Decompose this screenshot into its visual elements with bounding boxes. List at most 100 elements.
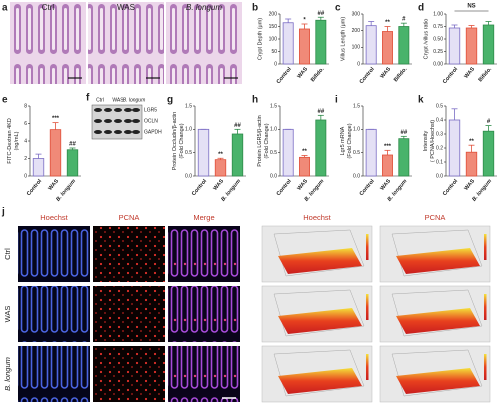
significance-mark: ## [234, 123, 241, 129]
bar [365, 128, 377, 177]
y-axis-label: Intensity [423, 131, 429, 152]
significance-mark: * [303, 18, 306, 24]
significance-mark: ## [400, 130, 407, 136]
significance-mark: *** [384, 144, 392, 150]
significance-mark: ** [469, 139, 474, 145]
band [124, 108, 132, 112]
annotation: NS [467, 4, 475, 10]
bar [465, 151, 478, 177]
fluorescence-image [168, 286, 240, 342]
bar [214, 159, 227, 177]
significance-mark: ** [218, 152, 223, 158]
y-axis-label: FITC-Dextran 4KD [7, 118, 13, 164]
x-tick-label: Bifido. [393, 66, 409, 83]
significance-mark: ## [69, 142, 76, 148]
band [124, 130, 132, 134]
y-axis-label: (Fold Change) [264, 123, 270, 158]
x-tick-label: Control [442, 178, 459, 197]
histology-image [166, 2, 242, 84]
x-tick-label: Bifido. [478, 66, 494, 83]
bar [382, 154, 393, 177]
y-tick-label: 0.0 [353, 173, 360, 179]
bar [231, 133, 244, 177]
panel-letter: i [335, 95, 338, 106]
y-tick-label: 2 [24, 156, 27, 162]
bar [282, 128, 294, 177]
band [132, 130, 140, 134]
band [114, 108, 122, 112]
image-label: Ctrl [42, 3, 55, 12]
panel-letter: j [1, 207, 5, 218]
bar [315, 119, 327, 177]
surface-plot [278, 368, 362, 394]
y-tick-label: 1.0 [270, 127, 277, 133]
bar [282, 22, 294, 65]
y-axis-label: Protein Occludin/β-actin [172, 112, 178, 171]
bar [482, 24, 495, 65]
y-tick-label: 0.1 [436, 159, 443, 165]
band-label: LGR5 [144, 107, 157, 113]
x-tick-label: Control [442, 66, 459, 85]
fluorescence-image [93, 286, 165, 342]
color-scale [484, 234, 487, 260]
row-label: Ctrl [3, 248, 12, 260]
histology-image [10, 2, 86, 84]
panel-letter: f [86, 93, 90, 104]
x-tick-label: WAS [379, 178, 392, 192]
panel-letter: g [167, 95, 173, 106]
bar [299, 156, 310, 177]
band [94, 119, 102, 123]
bar [465, 27, 478, 65]
column-header: Merge [193, 213, 214, 222]
y-tick-label: 200 [269, 11, 278, 17]
y-tick-label: 1.0 [185, 127, 192, 133]
y-tick-label: 1.5 [185, 103, 192, 109]
significance-mark: ** [302, 149, 307, 155]
y-tick-label: 0.5 [353, 150, 360, 156]
row-label: B. longum [3, 357, 12, 391]
y-tick-label: 0.5 [270, 150, 277, 156]
y-tick-label: 0.25 [433, 49, 443, 55]
band [104, 119, 112, 123]
band [114, 130, 122, 134]
x-tick-label: Control [276, 178, 293, 197]
y-tick-label: 0.0 [436, 173, 443, 179]
lane-label: Ctrl [96, 97, 104, 103]
row-label: WAS [3, 306, 12, 323]
significance-mark: # [487, 119, 491, 125]
y-tick-label: 0.3 [436, 131, 443, 137]
y-tick-label: 150 [269, 24, 278, 30]
x-tick-label: WAS [47, 178, 60, 192]
panel-letter: a [2, 3, 8, 14]
y-tick-label: 100 [269, 36, 278, 42]
y-tick-label: 1.5 [270, 103, 277, 109]
y-tick-label: 0.5 [436, 103, 443, 109]
x-tick-label: WAS [379, 66, 392, 80]
y-tick-label: 0.0 [185, 173, 192, 179]
column-header: PCNA [119, 213, 140, 222]
bar [49, 129, 62, 177]
band [104, 108, 112, 112]
lane-label: WAS [112, 97, 124, 103]
y-axis-label: (Fold Change) [347, 123, 353, 158]
significance-mark: ## [317, 11, 324, 17]
bar [315, 19, 327, 65]
bar [197, 128, 210, 177]
y-tick-label: 0.00 [433, 61, 443, 67]
bar [66, 149, 79, 177]
y-axis-label: Lgr5 mRNA [340, 126, 346, 155]
y-axis-label: (Fold Change) [179, 123, 185, 158]
color-scale [366, 234, 369, 260]
surface-plot [396, 248, 480, 274]
band [104, 130, 112, 134]
surface-plot [396, 368, 480, 394]
lane-label: B. longum [123, 97, 146, 103]
band-label: OCLN [144, 118, 158, 124]
color-scale [484, 354, 487, 380]
y-tick-label: 0 [24, 173, 27, 179]
y-axis-label: Villus Length (μm) [340, 17, 346, 62]
band [124, 119, 132, 123]
x-tick-label: Control [359, 66, 376, 85]
band [132, 119, 140, 123]
fluorescence-image [18, 286, 90, 342]
